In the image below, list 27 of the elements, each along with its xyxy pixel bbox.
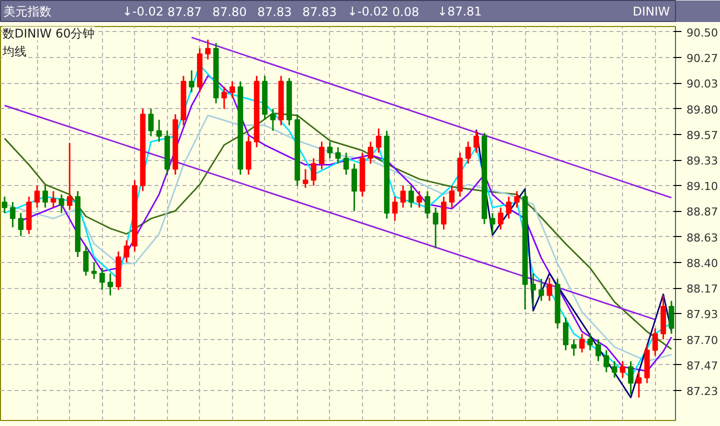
text: ↓87.81: [437, 4, 482, 18]
text: 87.80: [212, 5, 247, 19]
text: 87.83: [257, 5, 292, 19]
chart-title: 美元指数: [3, 4, 52, 18]
text: 87.83: [302, 5, 337, 19]
y-tick-label: 87.93: [686, 308, 718, 322]
y-tick-label: 89.33: [686, 154, 718, 168]
y-tick-label: 88.63: [686, 231, 718, 244]
y-tick-label: 90.03: [686, 78, 718, 91]
y-tick-label: 90.50: [686, 26, 718, 40]
y-tick-label: 87.47: [686, 359, 718, 372]
annotation: 均线: [2, 44, 26, 58]
text: ↓-0.02: [347, 4, 388, 18]
y-tick-label: 87.23: [686, 385, 718, 398]
y-tick-label: 89.57: [686, 128, 718, 142]
y-tick-label: 88.87: [686, 206, 718, 219]
annotation: 数DINIW 60分钟: [2, 26, 95, 40]
y-tick-label: 90.27: [686, 52, 718, 66]
y-tick-label: 89.80: [686, 103, 718, 116]
y-tick-label: 88.17: [686, 282, 718, 296]
y-tick-label: 88.40: [686, 256, 718, 270]
text: 0.08: [392, 5, 420, 19]
text: ↓-0.02: [122, 4, 164, 18]
chart-subtitle: DINIW: [632, 4, 670, 18]
y-tick-label: 87.70: [686, 334, 718, 347]
y-tick-label: 89.10: [686, 180, 718, 194]
text: 87.87: [167, 5, 202, 19]
